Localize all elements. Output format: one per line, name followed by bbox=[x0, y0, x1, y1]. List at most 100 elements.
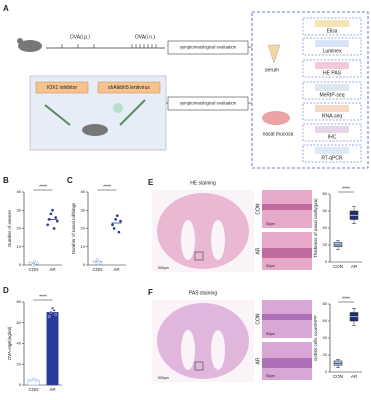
y-axis-label: Number of nasal rubbings bbox=[71, 202, 76, 254]
assay-icon bbox=[315, 84, 349, 91]
y-tick-label: 0 bbox=[325, 369, 328, 374]
x-tick-label: CON bbox=[29, 387, 39, 392]
x-tick-label: AR bbox=[351, 374, 358, 379]
assay-label: Luminex bbox=[323, 48, 342, 54]
nasal-icon bbox=[262, 111, 290, 125]
assay-label: RT-qPCR bbox=[321, 155, 343, 161]
panel-letter: C bbox=[67, 176, 73, 185]
evaluation-text: symptomatological evaluation bbox=[180, 101, 237, 106]
timeline-label: OVA(i.n.) bbox=[135, 34, 156, 40]
panel-letter: E bbox=[148, 178, 154, 187]
cavity bbox=[181, 220, 195, 260]
assay-label: RNA-seq bbox=[322, 113, 343, 119]
y-tick-label: 20 bbox=[323, 242, 328, 247]
assay-icon bbox=[315, 62, 349, 69]
y-tick-label: 0 bbox=[325, 259, 328, 264]
y-tick-label: 20 bbox=[81, 226, 86, 231]
y-tick-label: 40 bbox=[17, 189, 22, 194]
data-point bbox=[119, 219, 122, 223]
scale-label: 50μm bbox=[266, 332, 275, 336]
scale-label: 50μm bbox=[266, 264, 275, 268]
epithelium bbox=[262, 314, 312, 320]
treatment-box bbox=[97, 81, 161, 94]
panel-title: PAS staining bbox=[189, 290, 217, 296]
assay-label: HE PAS bbox=[323, 70, 342, 76]
y-tick-label: 60 bbox=[17, 320, 22, 325]
y-axis-label: Goblet cells count/HPF bbox=[313, 315, 318, 361]
data-point bbox=[54, 216, 58, 219]
y-tick-label: 80 bbox=[323, 301, 328, 306]
data-point bbox=[115, 214, 119, 218]
y-tick-label: 20 bbox=[17, 361, 22, 366]
syringe-icon bbox=[44, 104, 71, 126]
data-point bbox=[54, 313, 58, 316]
y-tick-label: 0 bbox=[19, 262, 22, 267]
analysis-frame bbox=[251, 11, 369, 169]
epithelium bbox=[262, 358, 312, 368]
data-point bbox=[51, 208, 54, 212]
box bbox=[333, 360, 343, 366]
evaluation-box bbox=[167, 40, 249, 55]
data-point bbox=[49, 212, 53, 216]
data-point bbox=[46, 223, 50, 227]
mouse-icon bbox=[18, 40, 42, 52]
virus-icon bbox=[113, 103, 123, 113]
x-tick-label: AR bbox=[49, 387, 56, 392]
data-point bbox=[112, 227, 116, 230]
data-point bbox=[51, 306, 54, 310]
evaluation-text: symptomatological evaluation bbox=[180, 45, 237, 50]
cavity bbox=[211, 330, 225, 370]
x-tick-label: CON bbox=[333, 374, 343, 379]
epithelium bbox=[262, 248, 312, 258]
panel-letter: F bbox=[148, 288, 153, 297]
data-point bbox=[29, 261, 33, 265]
data-point bbox=[36, 261, 39, 265]
row-label: CON bbox=[255, 313, 261, 325]
y-tick-label: 40 bbox=[81, 189, 86, 194]
sample-label: serum bbox=[265, 67, 279, 73]
box bbox=[333, 242, 343, 247]
x-tick-label: CON bbox=[93, 267, 103, 272]
x-tick-label: AR bbox=[49, 267, 56, 272]
data-point bbox=[52, 308, 56, 312]
data-point bbox=[49, 310, 53, 314]
assay-icon bbox=[315, 105, 349, 112]
y-tick-label: 80 bbox=[17, 299, 22, 304]
roi-box bbox=[194, 251, 204, 261]
assay-label: Elisa bbox=[327, 28, 338, 34]
scale-label: 50μm bbox=[266, 374, 275, 378]
data-point bbox=[117, 230, 121, 234]
mouse-icon bbox=[17, 38, 23, 44]
tissue bbox=[157, 303, 249, 379]
x-tick-label: CON bbox=[29, 267, 39, 272]
y-tick-label: 20 bbox=[17, 226, 22, 231]
y-tick-label: 40 bbox=[17, 341, 22, 346]
epithelium bbox=[262, 204, 312, 210]
serum-tube bbox=[267, 44, 281, 64]
y-tick-label: 40 bbox=[323, 335, 328, 340]
treatment-text: IOX1 inhibitor bbox=[47, 85, 78, 91]
y-tick-label: 0 bbox=[19, 382, 22, 387]
cavity bbox=[181, 330, 195, 370]
significance: **** bbox=[342, 296, 350, 302]
data-point bbox=[99, 261, 103, 265]
data-point bbox=[96, 258, 99, 261]
treatment-box bbox=[35, 81, 89, 94]
cavity bbox=[211, 220, 225, 260]
significance: **** bbox=[39, 184, 47, 190]
assay-icon bbox=[315, 126, 349, 133]
y-tick-label: 20 bbox=[323, 352, 328, 357]
y-axis-label: OVA-sIgE(ng/ml) bbox=[7, 326, 12, 360]
assay-label: IHC bbox=[328, 134, 337, 140]
data-point bbox=[52, 227, 56, 230]
syringe-icon bbox=[119, 99, 146, 126]
row-label: AR bbox=[255, 247, 261, 254]
row-label: CON bbox=[255, 203, 261, 215]
data-point bbox=[55, 219, 59, 223]
x-tick-label: CON bbox=[333, 264, 343, 269]
scale-label: 50μm bbox=[266, 222, 275, 226]
scale-label: 500μm bbox=[158, 376, 169, 380]
treatment-text: shAlkbh5 lentivirus bbox=[108, 85, 150, 91]
row-label: AR bbox=[255, 357, 261, 364]
